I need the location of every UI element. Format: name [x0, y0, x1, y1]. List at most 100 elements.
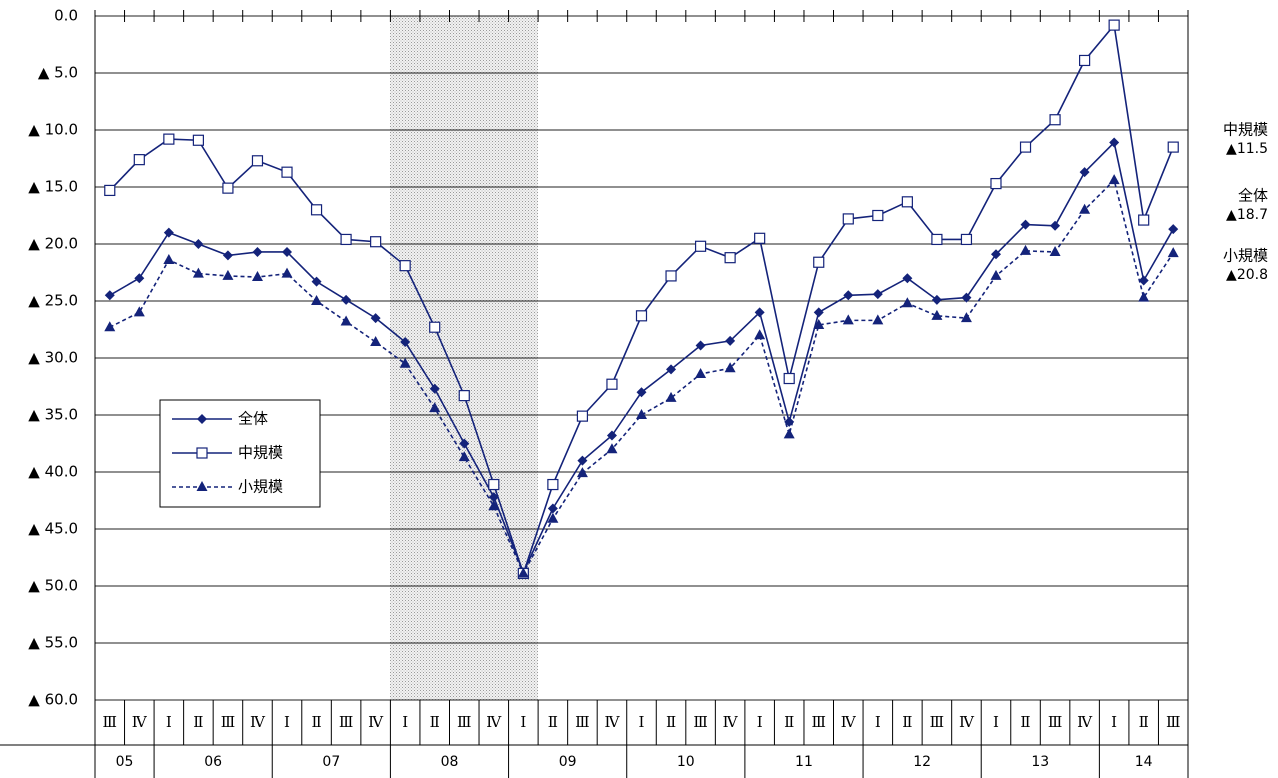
data-point — [547, 478, 559, 491]
data-point — [842, 213, 854, 225]
year-label: 12 — [913, 754, 931, 770]
x-tick-label: Ⅳ — [723, 713, 739, 731]
x-tick-label: Ⅱ — [548, 713, 558, 731]
x-tick-label: Ⅰ — [1111, 713, 1117, 731]
annotations: 中規模 ▲11.5 全体 ▲18.7 小規模 ▲20.8 — [1223, 121, 1268, 284]
data-point — [813, 318, 825, 329]
data-point — [1019, 141, 1032, 153]
data-point — [458, 451, 470, 462]
data-point — [459, 438, 470, 449]
x-tick-label: Ⅱ — [430, 713, 440, 731]
data-point — [754, 232, 766, 244]
data-point — [192, 267, 204, 278]
y-tick-label: ▲ 55.0 — [28, 634, 78, 652]
annotation-name: 中規模 — [1223, 121, 1268, 139]
x-tick-label: Ⅱ — [1139, 713, 1149, 731]
x-tick-label: Ⅱ — [784, 713, 794, 731]
data-point — [488, 492, 499, 503]
data-point — [901, 297, 913, 308]
data-point — [606, 378, 618, 390]
x-tick-label: Ⅲ — [1048, 713, 1062, 731]
data-point — [517, 567, 529, 578]
data-point — [400, 337, 411, 348]
year-label: 14 — [1135, 754, 1153, 770]
x-tick-label: Ⅳ — [250, 713, 266, 731]
legend-marker — [196, 481, 208, 491]
data-point — [1079, 54, 1091, 67]
x-tick-label: Ⅱ — [666, 713, 676, 731]
data-point — [960, 233, 973, 246]
data-point — [665, 391, 677, 402]
data-point — [931, 233, 943, 246]
x-tick-label: Ⅰ — [284, 713, 290, 731]
data-point — [222, 269, 234, 280]
data-point — [370, 236, 382, 248]
x-tick-label: Ⅰ — [993, 713, 999, 731]
data-point — [1108, 174, 1120, 185]
x-tick-label: Ⅳ — [486, 713, 502, 731]
data-point — [695, 367, 707, 378]
y-tick-label: ▲ 10.0 — [28, 121, 78, 139]
x-tick-label: Ⅳ — [604, 713, 620, 731]
data-point — [1049, 114, 1061, 126]
x-tick-label: Ⅲ — [103, 713, 117, 731]
y-tick-label: ▲ 50.0 — [28, 577, 78, 595]
data-point — [341, 294, 352, 305]
data-point — [784, 416, 795, 427]
data-point — [931, 309, 943, 320]
x-tick-label: Ⅰ — [520, 713, 526, 731]
y-tick-label: ▲ 40.0 — [28, 463, 78, 481]
data-point — [429, 383, 440, 394]
year-label: 08 — [441, 754, 459, 770]
data-point — [666, 364, 677, 375]
data-point — [399, 357, 411, 368]
data-point — [813, 307, 824, 318]
data-point — [636, 409, 647, 419]
x-tick-label: Ⅱ — [1020, 713, 1030, 731]
data-point — [1079, 167, 1090, 178]
data-point — [252, 246, 263, 257]
data-point — [724, 362, 736, 373]
data-point — [695, 340, 706, 351]
data-point — [488, 500, 500, 511]
data-point — [694, 240, 707, 252]
data-point — [134, 273, 145, 284]
annotation-value: ▲18.7 — [1226, 207, 1268, 223]
data-point — [251, 271, 263, 282]
year-label: 13 — [1031, 754, 1049, 770]
x-tick-label: Ⅳ — [368, 713, 384, 731]
data-point — [725, 335, 736, 346]
data-point — [104, 321, 116, 332]
data-point — [193, 239, 204, 249]
data-point — [370, 313, 381, 324]
x-tick-label: Ⅰ — [402, 713, 408, 731]
data-point — [1138, 214, 1150, 226]
x-tick-label: Ⅲ — [930, 713, 944, 731]
data-point — [754, 307, 765, 318]
year-label: 11 — [795, 754, 813, 770]
data-point — [340, 233, 352, 246]
data-point — [163, 133, 175, 145]
data-point — [163, 227, 174, 238]
data-point — [1050, 220, 1061, 231]
data-point — [960, 312, 972, 323]
data-point — [1108, 19, 1120, 31]
year-label: 09 — [559, 754, 577, 770]
data-point — [635, 310, 648, 322]
data-point — [754, 329, 766, 340]
x-tick-label: Ⅲ — [812, 713, 826, 731]
legend-label: 中規模 — [238, 444, 283, 462]
annotation-name: 小規模 — [1223, 247, 1268, 265]
data-point — [311, 295, 323, 305]
data-point — [842, 314, 854, 325]
data-point — [1138, 275, 1149, 286]
data-point — [576, 410, 589, 422]
year-label: 07 — [322, 754, 340, 770]
data-point — [1167, 141, 1179, 153]
data-point — [931, 294, 942, 305]
y-tick-label: ▲ 60.0 — [28, 691, 78, 709]
data-point — [222, 182, 234, 194]
data-point — [990, 249, 1001, 260]
